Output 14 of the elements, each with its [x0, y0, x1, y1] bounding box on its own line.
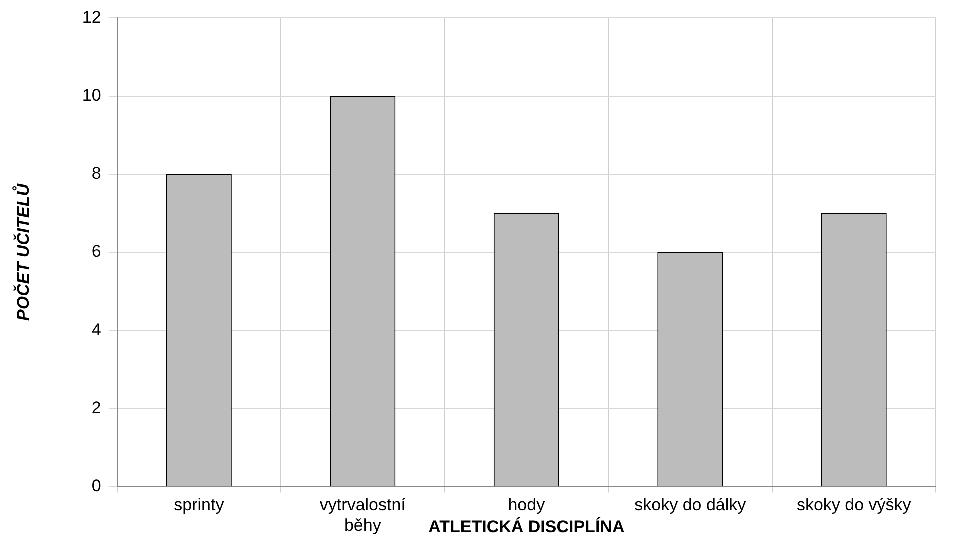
y-tick-label: 0 [92, 476, 102, 496]
x-tick-label: hody [508, 496, 546, 515]
y-tick-label: 12 [82, 8, 102, 27]
x-axis-title: ATLETICKÁ DISCIPLÍNA [428, 516, 625, 536]
x-tick-label: sprinty [174, 496, 225, 515]
x-tick-label: vytrvalostní běhy [320, 496, 406, 536]
y-tick-label: 4 [92, 320, 102, 340]
x-tick-label: skoky do dálky [634, 496, 747, 515]
y-tick-label: 8 [92, 164, 102, 184]
y-tick-label: 2 [92, 398, 102, 418]
x-tick-label: skoky do výšky [796, 496, 912, 515]
y-tick-label: 10 [82, 86, 102, 105]
y-tick-label: 6 [92, 242, 102, 262]
y-axis-title: POČET UČITELŮ [12, 183, 33, 321]
